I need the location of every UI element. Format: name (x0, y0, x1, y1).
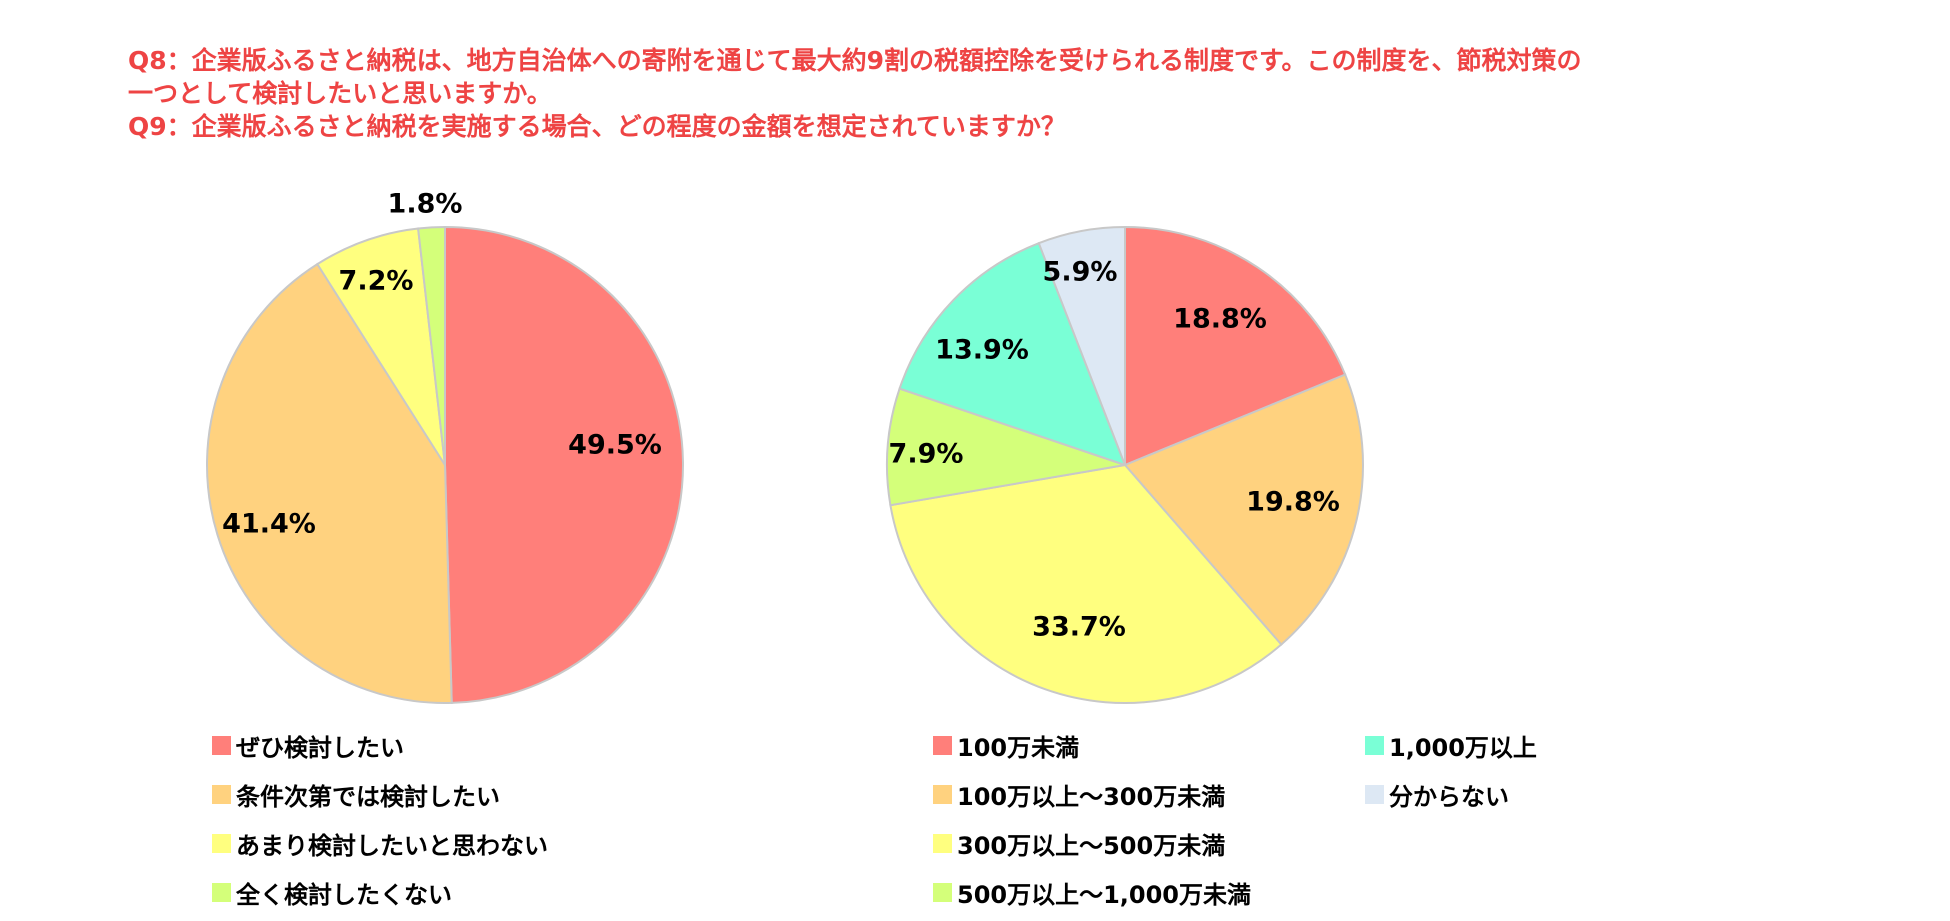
legend-label: 300万以上～500万未満 (957, 832, 1226, 860)
pie-slice-5 (898, 241, 1127, 467)
legend-swatch (1365, 785, 1384, 804)
legend-label: 100万以上～300万未満 (957, 783, 1226, 811)
legend-swatch (933, 736, 952, 755)
legend-swatch (933, 834, 952, 853)
legend-swatch (212, 834, 231, 853)
pie-data-label-1: 49.5% (568, 430, 662, 461)
legend-item-4: 全く検討したくない (212, 875, 452, 910)
legend-item-1: 100万未満 (933, 728, 1079, 763)
q8-line-1: Q8：企業版ふるさと納税は、地方自治体への寄附を通じて最大約9割の税額控除を受け… (128, 46, 1582, 75)
legend-item-2: 条件次第では検討したい (212, 777, 500, 812)
legend-label: 条件次第では検討したい (236, 783, 500, 811)
pie-data-label-3: 33.7% (1032, 612, 1126, 643)
pie-chart-q9: 18.8% 19.8% 33.7% 7.9% 13.9% 5.9% (886, 225, 1364, 704)
pie-data-label-4: 1.8% (388, 189, 463, 220)
legend-item-5: 1,000万以上 (1365, 728, 1537, 763)
pie-data-label-3: 7.2% (339, 266, 414, 297)
legend-swatch (933, 785, 952, 804)
pie-data-label-4: 7.9% (889, 439, 964, 470)
pie-slice-4 (417, 225, 446, 466)
pie-slice-2 (1123, 373, 1364, 646)
legend-swatch (212, 785, 231, 804)
pie-slice-4 (886, 387, 1126, 507)
legend-label: 100万未満 (957, 734, 1080, 762)
legend-item-3: あまり検討したいと思わない (212, 826, 548, 861)
legend-item-6: 分からない (1365, 777, 1509, 812)
pie-slice-1 (1124, 225, 1347, 467)
pie-slice-6 (1037, 225, 1126, 466)
legend-label: あまり検討したいと思わない (236, 832, 548, 860)
legend-item-2: 100万以上～300万未満 (933, 777, 1225, 812)
legend-swatch (1365, 736, 1384, 755)
pie-data-label-5: 13.9% (935, 335, 1029, 366)
legend-swatch (212, 736, 231, 755)
legend-item-3: 300万以上～500万未満 (933, 826, 1225, 861)
pie-slice-1 (444, 225, 684, 704)
legend-item-4: 500万以上～1,000万未満 (933, 875, 1251, 910)
pie-data-label-2: 41.4% (222, 509, 316, 540)
legend-label: ぜひ検討したい (236, 734, 404, 762)
legend-label: 500万以上～1,000万未満 (957, 881, 1252, 909)
pie-slice-3 (889, 463, 1283, 704)
q9-line: Q9：企業版ふるさと納税を実施する場合、どの程度の金額を想定されていますか？ (128, 112, 1066, 141)
pie-chart-q8: 49.5% 41.4% 7.2% 1.8% (206, 189, 684, 704)
legend-label: 分からない (1389, 783, 1509, 811)
legend-item-1: ぜひ検討したい (212, 728, 404, 763)
question-text: Q8：企業版ふるさと納税は、地方自治体への寄附を通じて最大約9割の税額控除を受け… (128, 44, 1848, 143)
pie-data-label-6: 5.9% (1043, 257, 1118, 288)
legend-swatch (933, 883, 952, 902)
pie-data-label-2: 19.8% (1246, 487, 1340, 518)
pie-slice-3 (315, 227, 446, 466)
legend-label: 1,000万以上 (1389, 734, 1537, 762)
legend-swatch (212, 883, 231, 902)
q8-line-2: 一つとして検討したいと思いますか。 (128, 79, 552, 108)
legend-label: 全く検討したくない (236, 881, 452, 909)
pie-slice-2 (206, 262, 453, 704)
pie-data-label-1: 18.8% (1173, 304, 1267, 335)
